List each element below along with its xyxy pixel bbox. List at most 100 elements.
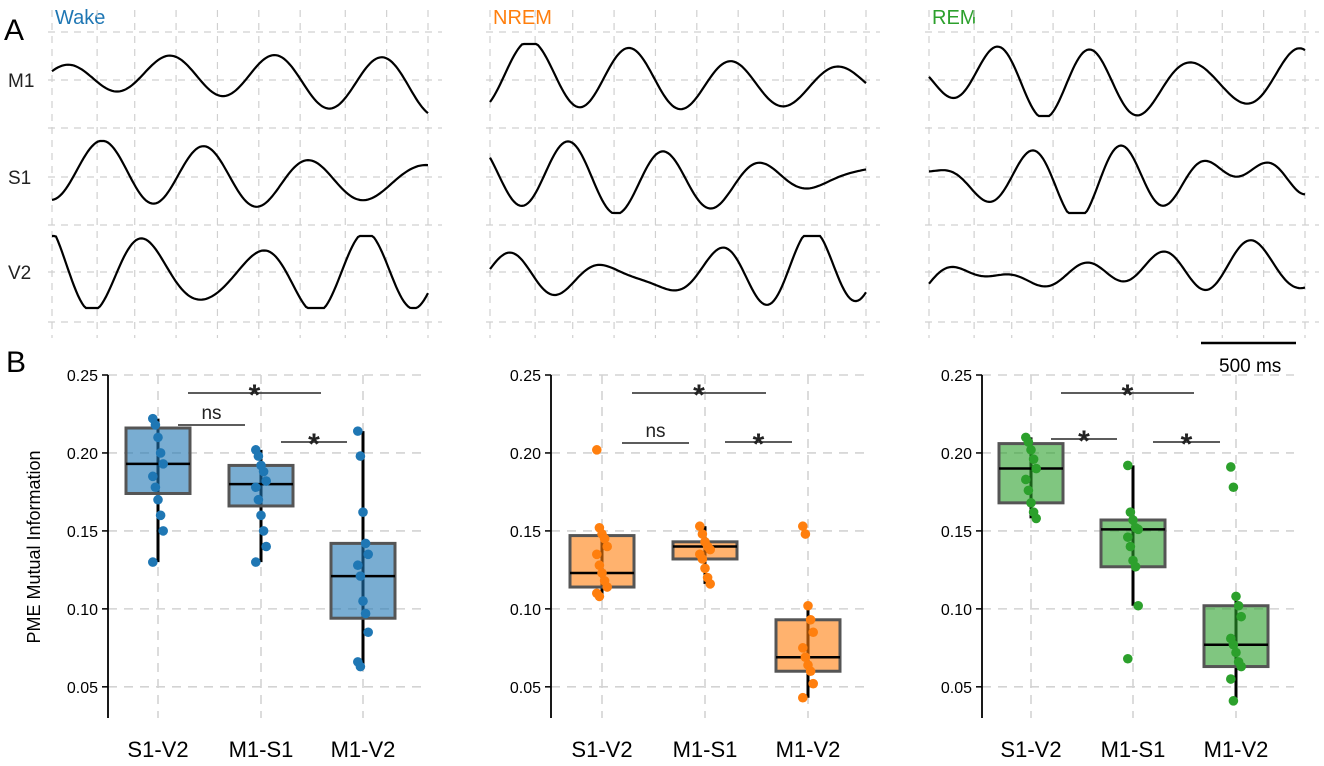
data-point — [158, 526, 168, 536]
data-point — [1028, 454, 1039, 464]
data-point — [355, 451, 366, 461]
channel-label-v2: V2 — [8, 263, 31, 284]
data-point — [251, 482, 261, 493]
y-tick-label: 0.20 — [510, 446, 541, 463]
significance-label: * — [308, 428, 320, 461]
data-point — [1133, 600, 1143, 611]
data-point — [1226, 462, 1236, 472]
data-point — [153, 494, 163, 505]
data-point — [1228, 696, 1239, 706]
significance-label: * — [249, 379, 261, 412]
channel-label-s1: S1 — [8, 168, 31, 189]
data-point — [353, 426, 363, 436]
data-point — [597, 568, 607, 578]
trace-rem-v2 — [928, 239, 1306, 292]
data-point — [705, 579, 715, 589]
x-category-label: M1-S1 — [673, 737, 738, 762]
data-point — [1231, 647, 1241, 658]
data-point — [599, 533, 610, 544]
x-category-label: M1-V2 — [331, 737, 396, 762]
data-point — [1133, 524, 1143, 535]
data-point — [158, 459, 168, 469]
trace-wake-m1 — [51, 53, 429, 115]
data-point — [360, 608, 371, 619]
state-title-rem: REM — [932, 7, 976, 29]
data-point — [1023, 485, 1034, 496]
data-point — [1123, 653, 1133, 664]
data-point — [808, 627, 818, 638]
data-point — [798, 643, 808, 653]
data-point — [155, 510, 166, 521]
data-point — [592, 549, 602, 560]
data-point — [800, 652, 811, 662]
data-point — [360, 538, 371, 549]
panel-letter-b: B — [6, 346, 26, 379]
x-category-label: S1-V2 — [127, 737, 188, 762]
data-point — [253, 451, 264, 461]
panel-a-traces: Wake NREM REM M1 S1 V2 500 ms — [8, 7, 1319, 377]
box-m1-s1 — [671, 521, 739, 589]
data-point — [1236, 611, 1246, 622]
data-point — [150, 420, 161, 430]
trace-rem-m1 — [928, 45, 1306, 118]
y-tick-label: 0.20 — [941, 446, 972, 463]
box-m1-v2 — [1202, 462, 1270, 706]
data-point — [1123, 460, 1133, 471]
y-tick-label: 0.05 — [941, 680, 972, 697]
data-point — [1231, 591, 1241, 602]
x-category-label: M1-S1 — [229, 737, 294, 762]
channel-label-m1: M1 — [8, 71, 34, 92]
data-point — [1128, 515, 1138, 525]
data-point — [1021, 474, 1031, 485]
data-point — [1031, 463, 1041, 474]
y-tick-label: 0.10 — [510, 602, 541, 619]
data-point — [256, 510, 266, 521]
data-point — [697, 529, 708, 539]
data-point — [150, 482, 161, 493]
data-point — [1031, 513, 1041, 524]
significance-label: * — [753, 428, 765, 461]
data-point — [1228, 482, 1239, 493]
x-category-label: M1-S1 — [1101, 737, 1166, 762]
data-point — [155, 448, 166, 458]
data-point — [594, 560, 605, 571]
data-point — [1130, 561, 1141, 572]
box-s1-v2 — [124, 413, 192, 567]
data-point — [592, 445, 602, 455]
data-point — [355, 661, 366, 672]
box-m1-v2 — [774, 521, 842, 703]
data-point — [798, 521, 808, 532]
significance-label: * — [1122, 379, 1134, 412]
data-point — [594, 591, 605, 602]
data-point — [697, 554, 708, 564]
scale-bar-label: 500 ms — [1219, 356, 1281, 377]
box-s1-v2 — [568, 445, 636, 602]
trace-nrem-m1 — [489, 42, 867, 111]
x-category-label: S1-V2 — [1000, 737, 1061, 762]
box-m1-s1 — [227, 445, 295, 567]
data-point — [1233, 600, 1244, 611]
significance-label: ns — [201, 403, 221, 424]
data-point — [251, 557, 261, 567]
data-point — [363, 627, 374, 638]
data-point — [1236, 661, 1246, 672]
data-point — [805, 614, 816, 625]
significance-label: * — [1078, 425, 1090, 458]
data-point — [148, 557, 158, 567]
state-title-wake: Wake — [55, 7, 105, 29]
data-point — [261, 541, 272, 552]
data-point — [358, 596, 368, 606]
y-tick-label: 0.05 — [510, 680, 541, 697]
data-point — [1123, 532, 1133, 542]
trace-nrem-s1 — [489, 140, 867, 215]
box-s1-v2 — [997, 432, 1065, 524]
box-m1-s1 — [1099, 460, 1167, 664]
data-point — [1228, 639, 1239, 650]
box-iqr — [329, 541, 397, 620]
y-tick-label: 0.20 — [67, 446, 98, 463]
data-point — [258, 526, 269, 536]
trace-nrem-v2 — [489, 234, 867, 306]
y-tick-label: 0.25 — [941, 368, 972, 385]
y-tick-label: 0.05 — [67, 680, 98, 697]
